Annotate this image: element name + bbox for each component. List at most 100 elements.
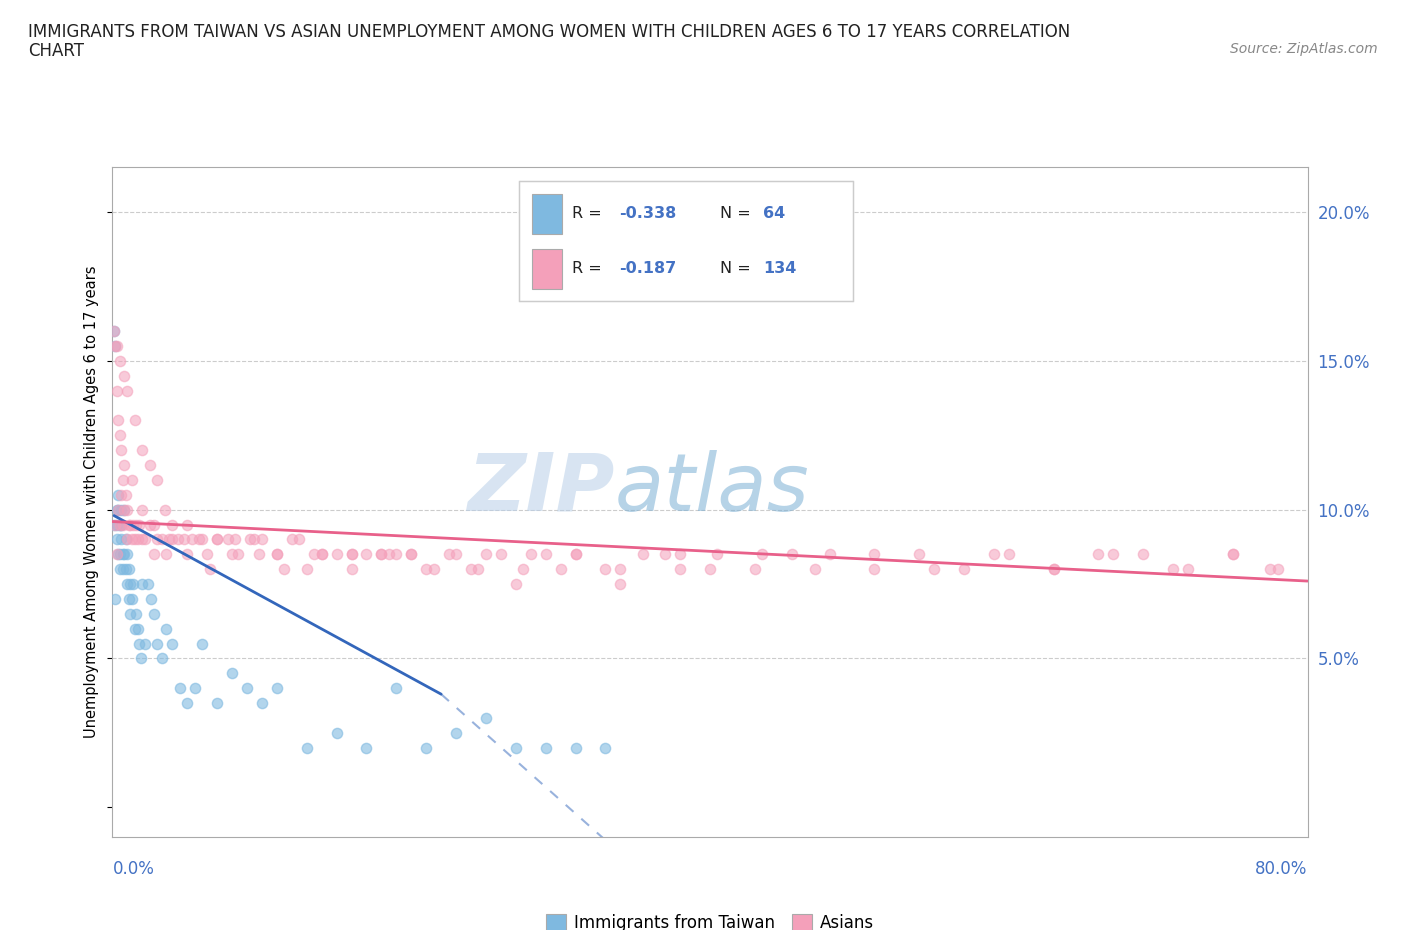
Point	[221, 666, 243, 681]
Point	[117, 547, 139, 562]
Point	[922, 562, 945, 577]
Point	[124, 532, 146, 547]
Point	[467, 562, 489, 577]
Point	[143, 517, 166, 532]
Point	[117, 532, 139, 547]
Point	[115, 562, 138, 577]
Point	[631, 547, 654, 562]
Point	[1161, 562, 1184, 577]
Point	[105, 532, 128, 547]
Point	[162, 517, 183, 532]
Point	[295, 740, 318, 755]
Point	[108, 428, 131, 443]
Point	[128, 636, 150, 651]
Point	[1177, 562, 1199, 577]
Point	[114, 547, 135, 562]
Point	[155, 621, 177, 636]
Point	[118, 517, 141, 532]
Text: ZIP: ZIP	[467, 450, 614, 528]
Point	[266, 547, 288, 562]
Point	[908, 547, 931, 562]
Point	[180, 532, 202, 547]
Point	[534, 547, 557, 562]
Point	[198, 562, 221, 577]
Point	[699, 562, 721, 577]
Point	[134, 532, 156, 547]
Point	[401, 547, 423, 562]
Point	[111, 517, 134, 532]
Point	[1042, 562, 1064, 577]
Point	[134, 636, 156, 651]
Point	[534, 740, 557, 755]
Legend: Immigrants from Taiwan, Asians: Immigrants from Taiwan, Asians	[538, 908, 882, 930]
Point	[983, 547, 1005, 562]
Point	[120, 577, 142, 591]
Point	[205, 532, 228, 547]
Point	[167, 532, 190, 547]
Point	[103, 324, 125, 339]
Text: IMMIGRANTS FROM TAIWAN VS ASIAN UNEMPLOYMENT AMONG WOMEN WITH CHILDREN AGES 6 TO: IMMIGRANTS FROM TAIWAN VS ASIAN UNEMPLOY…	[28, 23, 1070, 41]
Text: 80.0%: 80.0%	[1256, 860, 1308, 878]
Point	[111, 472, 134, 487]
Point	[863, 547, 886, 562]
Point	[117, 502, 139, 517]
Point	[340, 562, 363, 577]
Point	[118, 591, 141, 606]
Point	[444, 547, 467, 562]
Point	[415, 740, 437, 755]
Point	[250, 696, 273, 711]
Point	[117, 577, 139, 591]
Point	[121, 472, 143, 487]
Point	[302, 547, 325, 562]
Point	[863, 562, 886, 577]
Point	[110, 502, 132, 517]
Point	[444, 725, 467, 740]
Point	[564, 740, 586, 755]
Point	[311, 547, 333, 562]
Point	[143, 606, 166, 621]
Point	[953, 562, 976, 577]
Point	[150, 651, 173, 666]
Point	[609, 577, 631, 591]
Point	[239, 532, 262, 547]
Point	[250, 532, 273, 547]
Point	[1042, 562, 1064, 577]
Point	[415, 562, 437, 577]
Point	[105, 517, 128, 532]
Point	[162, 532, 183, 547]
Point	[114, 458, 135, 472]
Point	[1258, 562, 1281, 577]
Point	[125, 517, 148, 532]
Point	[564, 547, 586, 562]
Point	[266, 547, 288, 562]
Point	[1087, 547, 1109, 562]
Point	[107, 502, 129, 517]
Point	[114, 368, 135, 383]
Point	[173, 532, 195, 547]
Point	[669, 562, 692, 577]
Point	[118, 562, 141, 577]
Point	[1102, 547, 1125, 562]
Point	[505, 740, 527, 755]
Point	[131, 577, 153, 591]
Point	[998, 547, 1021, 562]
Point	[104, 339, 127, 353]
Point	[356, 740, 378, 755]
Point	[111, 547, 134, 562]
Point	[122, 517, 145, 532]
Point	[176, 547, 198, 562]
Point	[780, 547, 803, 562]
Point	[111, 562, 134, 577]
Point	[143, 547, 166, 562]
Point	[150, 532, 173, 547]
Point	[104, 591, 127, 606]
Point	[139, 458, 162, 472]
Point	[550, 562, 572, 577]
Point	[117, 383, 139, 398]
Point	[281, 532, 304, 547]
Point	[155, 547, 177, 562]
Point	[437, 547, 460, 562]
Point	[105, 502, 128, 517]
Point	[108, 517, 131, 532]
Point	[378, 547, 401, 562]
